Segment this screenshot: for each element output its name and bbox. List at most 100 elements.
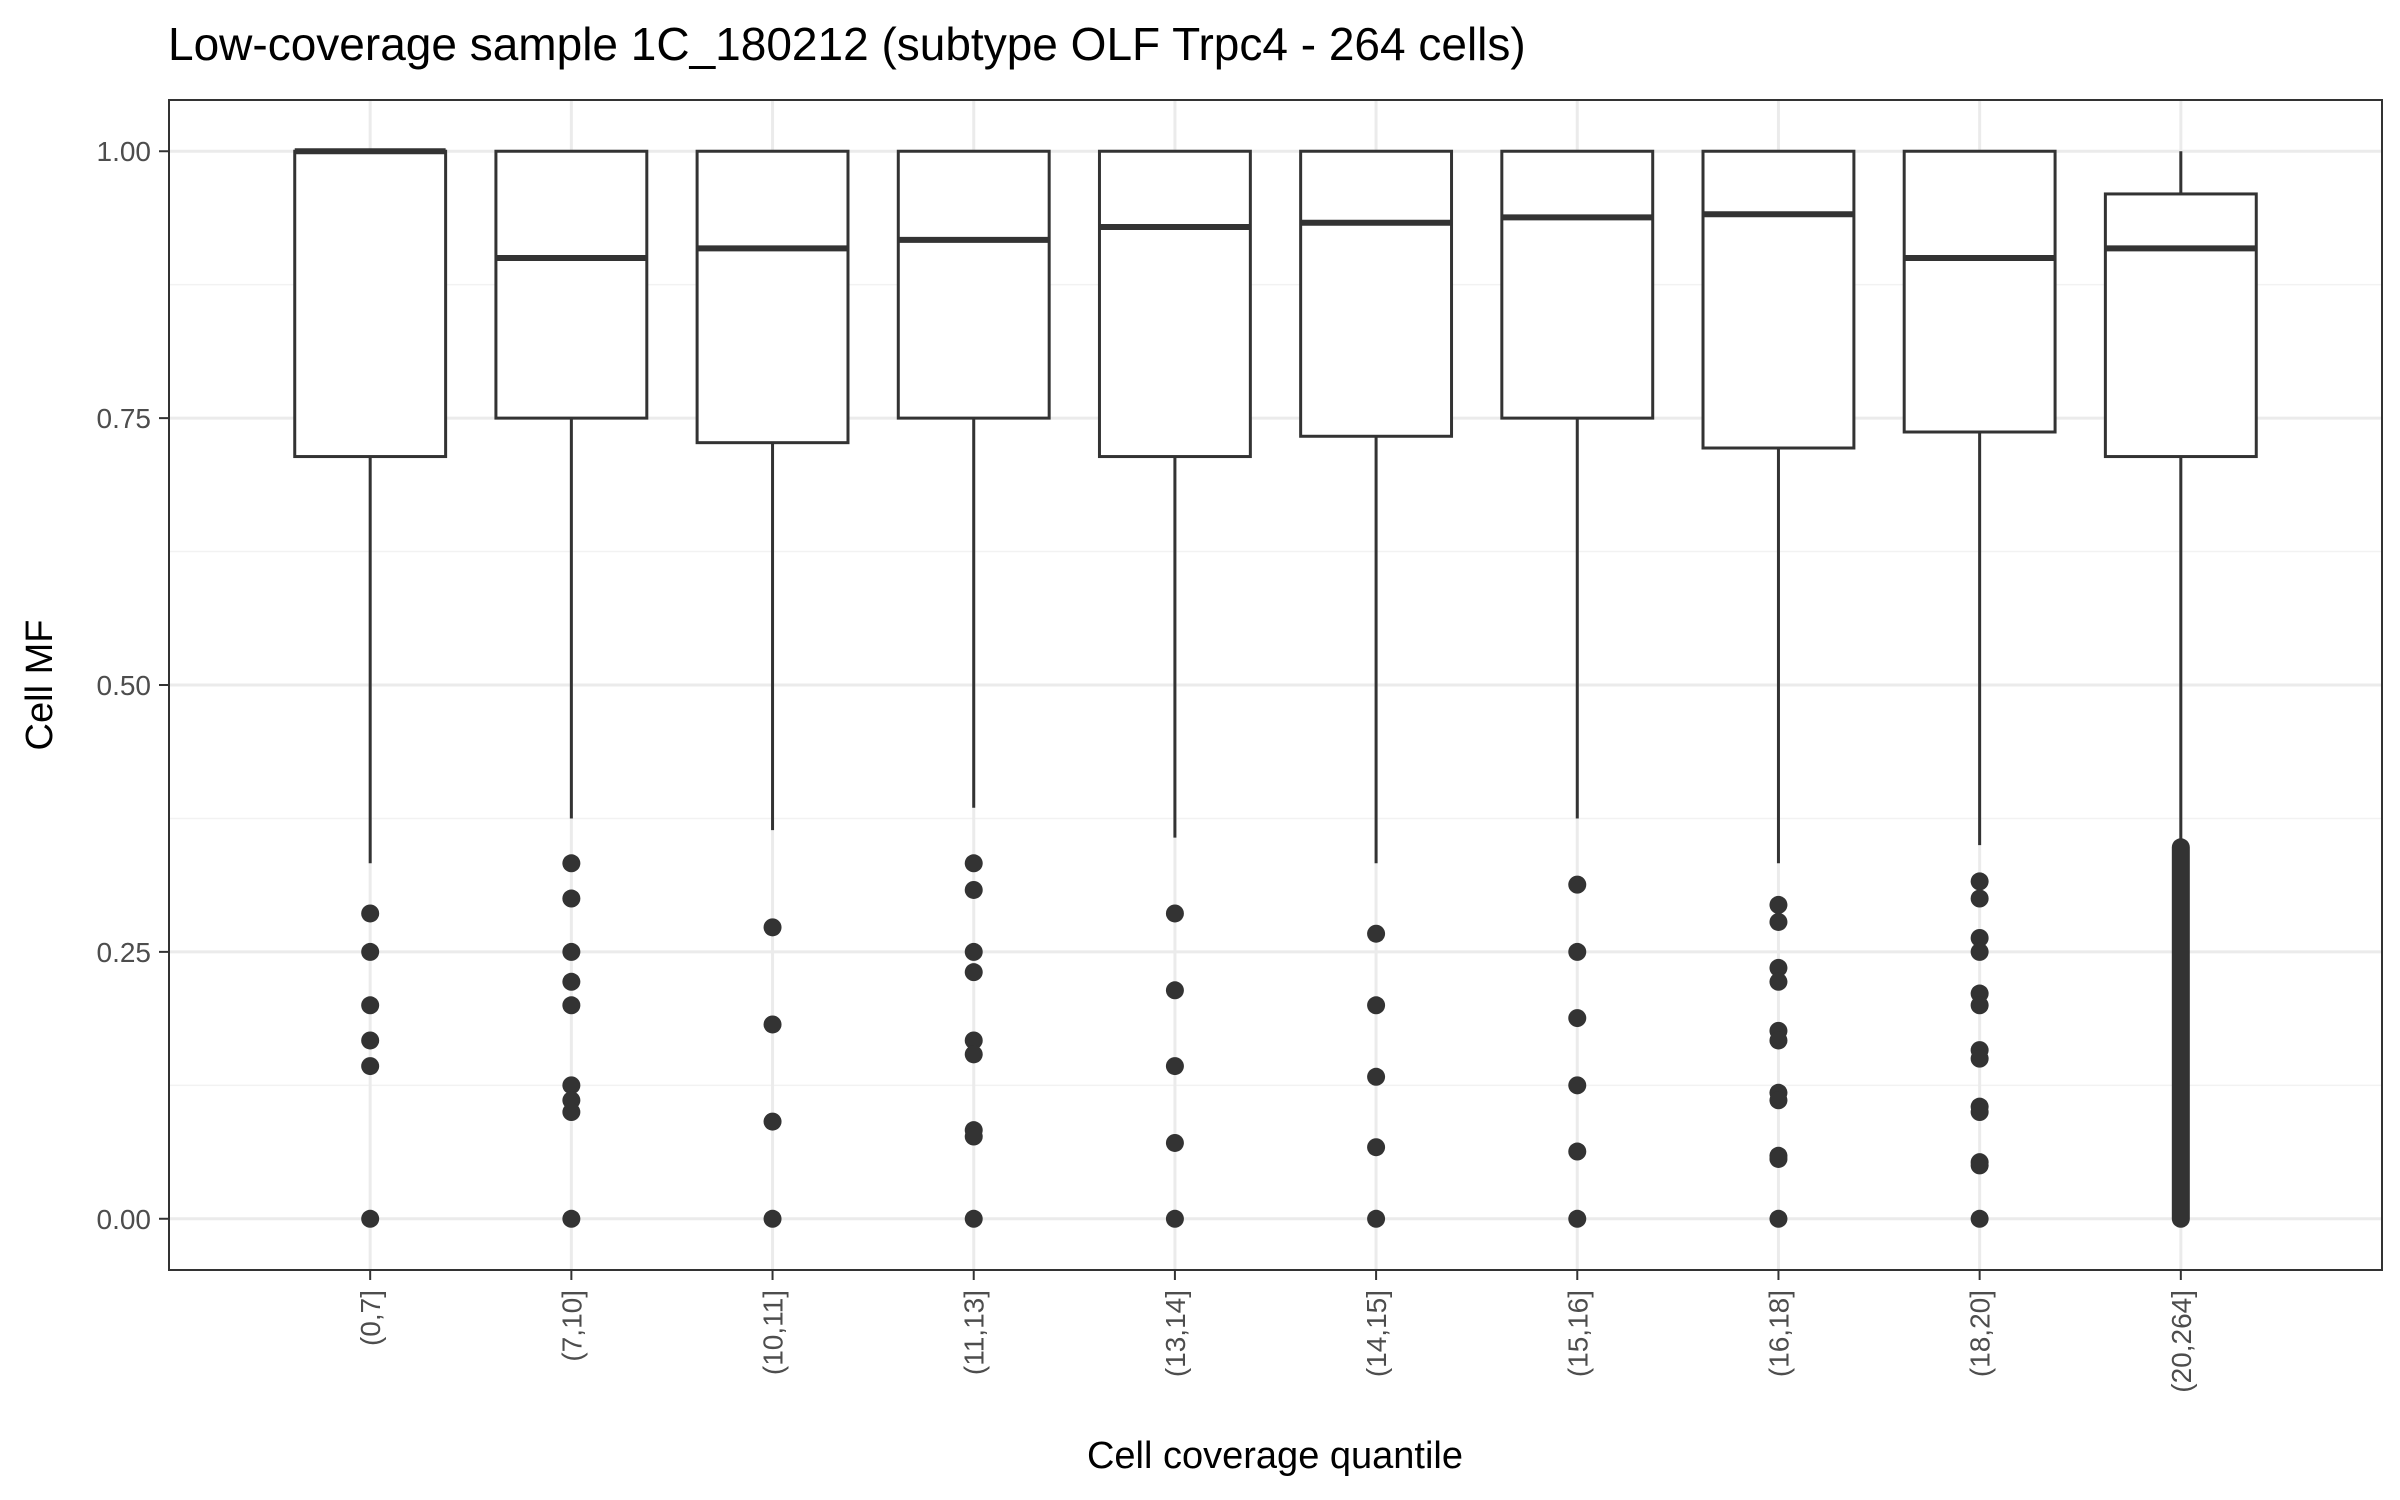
box-iqr <box>1299 149 1454 438</box>
outlier-point <box>763 1209 782 1228</box>
box-group <box>494 149 649 1228</box>
outlier-point <box>1367 996 1386 1015</box>
box-layer <box>293 148 2258 1228</box>
outlier-point <box>361 1031 380 1050</box>
outlier-point <box>361 904 380 923</box>
x-tick-label: (0,7] <box>355 1290 386 1346</box>
outlier-point <box>1970 1049 1989 1068</box>
outlier-point <box>1165 1133 1184 1152</box>
box-iqr <box>695 149 850 445</box>
box-group <box>1701 149 1856 1228</box>
outlier-point <box>562 889 581 908</box>
box-group <box>1299 149 1454 1228</box>
outlier-point <box>1769 1209 1788 1228</box>
x-tick-label: (14,15] <box>1361 1290 1392 1377</box>
y-tick-label: 0.00 <box>97 1204 152 1235</box>
outlier-point <box>1970 1156 1989 1175</box>
outlier-point <box>562 942 581 961</box>
x-axis-title: Cell coverage quantile <box>1087 1435 1463 1477</box>
box-group <box>1500 149 1655 1228</box>
outlier-point <box>1568 1076 1587 1095</box>
outlier-point <box>763 1112 782 1131</box>
outlier-point <box>1367 1209 1386 1228</box>
outlier-point <box>562 1103 581 1122</box>
outlier-point <box>1769 958 1788 977</box>
box-group <box>293 148 448 1228</box>
outlier-point <box>1568 1142 1587 1161</box>
box-iqr <box>1701 149 1856 450</box>
box-group <box>2103 151 2258 1228</box>
outlier-point <box>1970 1103 1989 1122</box>
y-axis-ticks: 0.00 0.25 0.50 0.75 1.00 <box>97 136 169 1235</box>
x-tick-label: (11,13] <box>959 1290 990 1375</box>
outlier-point <box>1367 1138 1386 1157</box>
x-tick-label: (13,14] <box>1160 1290 1191 1377</box>
outlier-point <box>1165 1057 1184 1076</box>
outlier-point <box>1970 929 1989 948</box>
outlier-point <box>964 942 983 961</box>
box-iqr <box>1902 149 2057 434</box>
x-tick-label: (18,20] <box>1965 1290 1996 1377</box>
outlier-point <box>763 918 782 937</box>
y-tick-label: 1.00 <box>97 136 152 167</box>
outlier-point <box>1970 942 1989 961</box>
chart-title: Low-coverage sample 1C_180212 (subtype O… <box>168 18 1526 70</box>
outlier-point <box>1568 875 1587 894</box>
outlier-point <box>1568 942 1587 961</box>
outlier-point <box>361 1057 380 1076</box>
outlier-point <box>1367 1067 1386 1086</box>
outlier-point <box>1165 904 1184 923</box>
x-tick-label: (10,11] <box>758 1290 789 1375</box>
outlier-point <box>1769 1149 1788 1168</box>
outlier-point <box>964 1031 983 1050</box>
outlier-point <box>562 1076 581 1095</box>
outlier-point <box>1769 1091 1788 1110</box>
outlier-point <box>763 1015 782 1034</box>
box-iqr <box>1097 149 1252 459</box>
outlier-point <box>1165 981 1184 1000</box>
outlier-point <box>562 972 581 991</box>
outlier-point <box>1970 889 1989 908</box>
box-group <box>1902 149 2057 1228</box>
box-group <box>1097 149 1252 1228</box>
x-tick-label: (16,18] <box>1763 1290 1794 1377</box>
box-group <box>695 149 850 1228</box>
outlier-point <box>1970 996 1989 1015</box>
outlier-point <box>562 996 581 1015</box>
outlier-point <box>361 942 380 961</box>
y-tick-label: 0.25 <box>97 937 152 968</box>
box-iqr <box>293 149 448 459</box>
y-tick-label: 0.75 <box>97 403 152 434</box>
outlier-point <box>1769 912 1788 931</box>
x-axis-ticks: (0,7] (7,10] (10,11] (11,13] (13,14] (14,15] (… <box>355 1270 2197 1393</box>
outlier-point <box>964 1045 983 1064</box>
outlier-point <box>964 963 983 982</box>
outlier-point <box>964 1127 983 1146</box>
outlier-point <box>1769 1031 1788 1050</box>
box-iqr <box>2103 192 2258 459</box>
outlier-point <box>562 1209 581 1228</box>
x-tick-label: (20,264] <box>2166 1290 2197 1393</box>
outlier-point <box>964 1209 983 1228</box>
box-iqr <box>1500 149 1655 420</box>
outlier-point <box>1165 1209 1184 1228</box>
outlier-point <box>1970 872 1989 891</box>
box-iqr <box>494 149 649 420</box>
outlier-point <box>964 880 983 899</box>
outlier-point <box>1367 924 1386 943</box>
y-tick-label: 0.50 <box>97 670 152 701</box>
outlier-point <box>361 1209 380 1228</box>
outlier-point <box>361 996 380 1015</box>
y-axis-title: Cell MF <box>19 620 61 751</box>
box-iqr <box>896 149 1051 420</box>
x-tick-label: (7,10] <box>556 1290 587 1362</box>
outlier-point <box>1970 1209 1989 1228</box>
x-tick-label: (15,16] <box>1562 1290 1593 1377</box>
box-group <box>896 149 1051 1228</box>
outlier-point <box>1769 972 1788 991</box>
outlier-point <box>964 854 983 873</box>
outlier-point <box>1568 1009 1587 1028</box>
outlier-point <box>1568 1209 1587 1228</box>
